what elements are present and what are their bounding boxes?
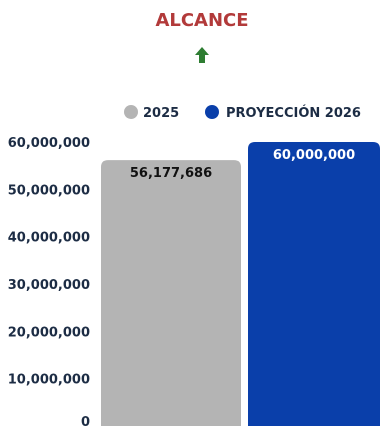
y-tick-label: 0	[81, 415, 90, 430]
data-label-2025: 56,177,686	[130, 166, 212, 181]
data-label-proyeccion-2026: 60,000,000	[273, 148, 355, 163]
y-tick-label: 20,000,000	[8, 325, 90, 340]
bars	[101, 142, 380, 426]
chart-title: ALCANCE	[155, 10, 248, 31]
legend-swatch-2025	[124, 105, 138, 119]
legend-label-2026: PROYECCIÓN 2026	[226, 105, 361, 121]
legend-swatch-2026	[205, 105, 219, 119]
up-arrow-icon	[195, 47, 209, 63]
data-labels: 56,177,686 60,000,000	[130, 148, 355, 181]
legend: 2025 PROYECCIÓN 2026	[124, 105, 361, 121]
bar-proyeccion-2026	[248, 142, 380, 426]
legend-label-2025: 2025	[143, 106, 179, 121]
y-tick-label: 40,000,000	[8, 231, 90, 246]
bar-2025	[101, 160, 241, 426]
y-tick-label: 30,000,000	[8, 278, 90, 293]
y-tick-label: 10,000,000	[8, 373, 90, 388]
y-tick-label: 60,000,000	[8, 136, 90, 151]
y-tick-label: 50,000,000	[8, 183, 90, 198]
y-axis-ticks: 0 10,000,000 20,000,000 30,000,000 40,000,00…	[8, 136, 90, 430]
